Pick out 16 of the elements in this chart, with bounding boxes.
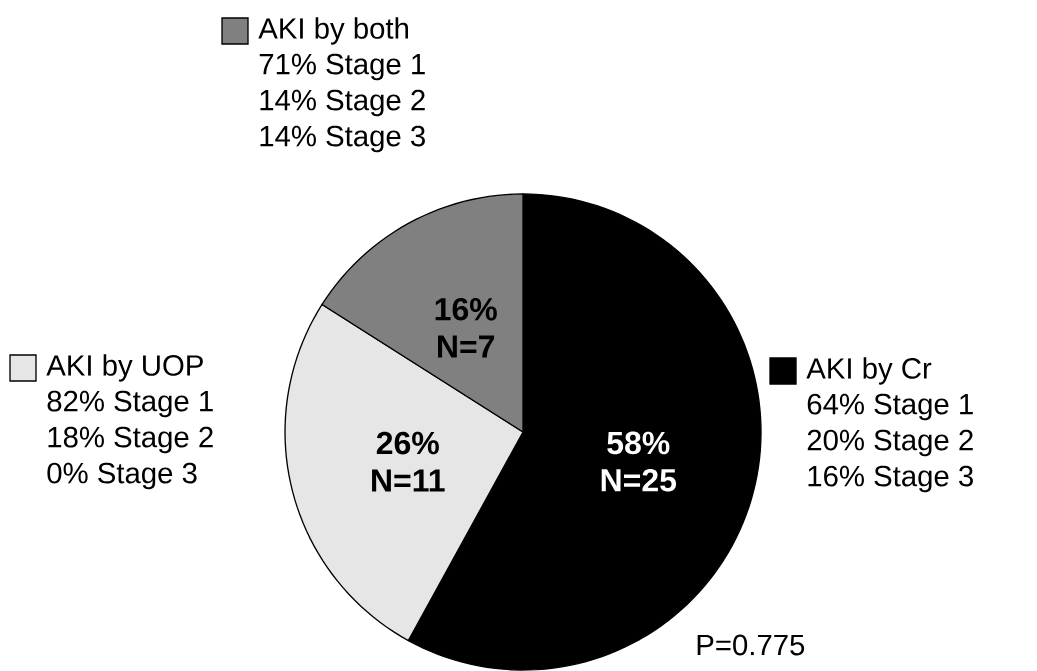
data-label: 26% N=11 [372, 431, 445, 492]
text: 64% Stage 1 [807, 393, 973, 421]
legend-label: AKI by both [258, 17, 408, 45]
text: 18% Stage 2 [48, 426, 213, 454]
legend-label: AKI by UOP [46, 354, 203, 382]
text: 20% Stage 2 [807, 429, 973, 457]
text: 14% Stage 3 [260, 125, 425, 153]
data-label: 58% N=25 [601, 431, 677, 492]
text: 16% Stage 3 [808, 465, 973, 493]
text: P=0.775 [697, 634, 805, 656]
text: 82% Stage 1 [47, 390, 213, 418]
legend-label: AKI by Cr [806, 357, 932, 385]
text: 71% Stage 1 [259, 53, 425, 81]
data-label: 16% N=7 [435, 297, 497, 358]
text: 0% Stage 3 [47, 462, 197, 490]
text: 14% Stage 2 [260, 89, 425, 117]
